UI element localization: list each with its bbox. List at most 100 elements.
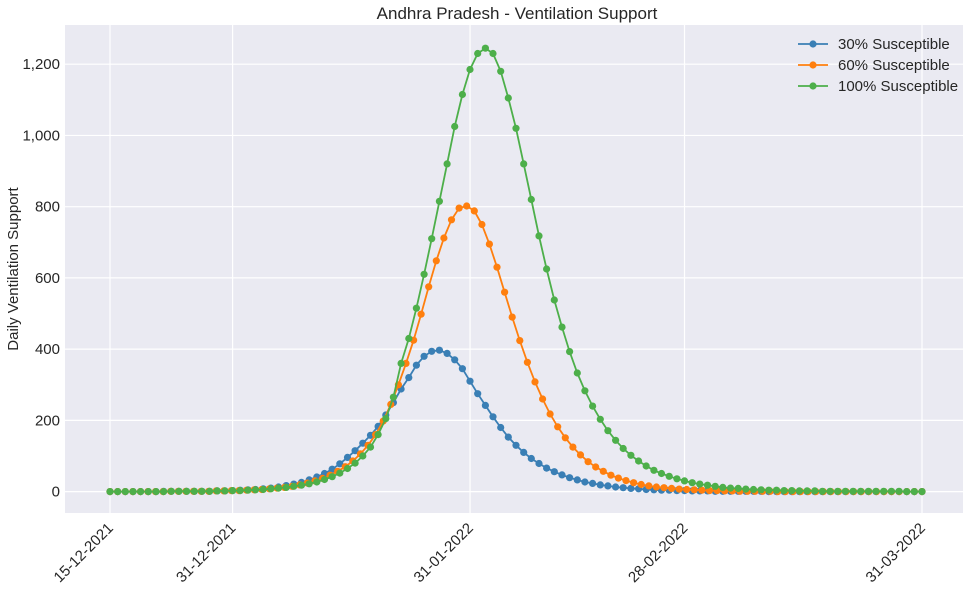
data-point	[478, 220, 486, 229]
data-point	[584, 458, 592, 466]
data-point	[417, 310, 425, 318]
data-point	[619, 444, 627, 453]
data-point	[451, 356, 459, 364]
data-point	[834, 487, 842, 495]
y-tick-label: 800	[35, 199, 60, 216]
data-point	[543, 265, 551, 273]
data-point	[428, 347, 436, 355]
data-point	[561, 434, 569, 442]
data-point	[470, 207, 478, 215]
data-point	[129, 488, 137, 496]
data-point	[497, 67, 505, 75]
data-point	[106, 488, 114, 496]
y-tick-label: 0	[52, 484, 60, 501]
data-point	[788, 487, 796, 495]
data-point	[520, 160, 528, 168]
y-tick-label: 600	[35, 270, 60, 287]
data-point	[673, 475, 681, 483]
x-tick-label: 31-01-2022	[411, 520, 477, 586]
data-point	[683, 485, 691, 494]
data-point	[903, 488, 911, 496]
data-point	[558, 471, 566, 479]
data-point	[527, 454, 535, 463]
x-tick-label: 28-02-2022	[625, 520, 691, 586]
data-point	[705, 487, 714, 495]
data-point	[742, 485, 750, 493]
legend-label: 60% Susceptible	[838, 57, 950, 74]
data-point	[489, 413, 497, 421]
data-point	[642, 462, 650, 470]
legend-marker	[809, 82, 817, 90]
data-point	[451, 122, 459, 131]
data-point	[668, 484, 676, 492]
data-point	[619, 484, 627, 492]
data-point	[696, 480, 704, 488]
data-point	[872, 487, 880, 495]
data-point	[351, 447, 359, 455]
data-point	[458, 365, 466, 373]
data-point	[795, 487, 804, 495]
data-point	[665, 472, 673, 480]
data-point	[531, 378, 539, 386]
legend-label: 100% Susceptible	[838, 78, 958, 95]
legend: 30% Susceptible 60% Susceptible 100% Susce…	[798, 36, 958, 95]
data-point	[137, 488, 145, 496]
data-point	[596, 415, 604, 423]
data-point	[501, 288, 509, 296]
data-point	[726, 484, 735, 492]
legend-item: 100% Susceptible	[798, 78, 958, 95]
data-point	[818, 487, 827, 495]
data-point	[711, 482, 719, 490]
data-point	[614, 474, 623, 482]
data-point	[282, 483, 290, 491]
legend-marker	[809, 61, 817, 69]
data-point	[213, 487, 221, 495]
series-3	[106, 44, 926, 496]
data-point	[425, 283, 433, 291]
data-point	[508, 313, 516, 321]
data-point	[267, 485, 275, 493]
data-point	[880, 487, 888, 495]
data-point	[520, 448, 528, 456]
data-point	[811, 487, 819, 495]
chart-title: Andhra Pradesh - Ventilation Support	[377, 4, 658, 23]
x-tick-labels: 15-12-2021 31-12-2021 31-01-2022 28-02-2022…	[51, 520, 929, 586]
data-point	[183, 487, 191, 495]
data-point	[772, 486, 781, 494]
data-point	[336, 469, 344, 477]
data-point	[857, 487, 865, 495]
data-point	[607, 471, 615, 479]
y-tick-label: 1,200	[22, 56, 60, 73]
data-point	[297, 481, 306, 489]
x-tick-label: 31-03-2022	[863, 520, 929, 586]
data-point	[458, 90, 466, 99]
data-point	[206, 487, 214, 495]
data-point	[657, 469, 666, 478]
data-point	[719, 483, 727, 491]
data-point	[489, 49, 497, 58]
data-point	[581, 387, 589, 395]
data-point	[569, 443, 577, 451]
data-point	[290, 482, 298, 490]
data-point	[389, 393, 397, 401]
data-point	[463, 202, 471, 210]
data-point	[236, 487, 244, 495]
data-point	[420, 270, 428, 278]
data-point	[374, 431, 382, 439]
data-point	[849, 487, 857, 495]
data-point	[512, 124, 520, 132]
data-point	[328, 473, 336, 481]
data-point	[343, 464, 352, 473]
grid-horizontal	[65, 63, 963, 493]
data-point	[359, 452, 367, 460]
series-layer	[106, 44, 926, 496]
data-point	[910, 488, 918, 496]
data-point	[652, 483, 661, 491]
data-point	[566, 474, 574, 482]
data-point	[680, 477, 689, 485]
data-point	[780, 487, 788, 495]
data-point	[481, 44, 489, 52]
data-point	[474, 49, 482, 58]
data-point	[660, 484, 668, 492]
